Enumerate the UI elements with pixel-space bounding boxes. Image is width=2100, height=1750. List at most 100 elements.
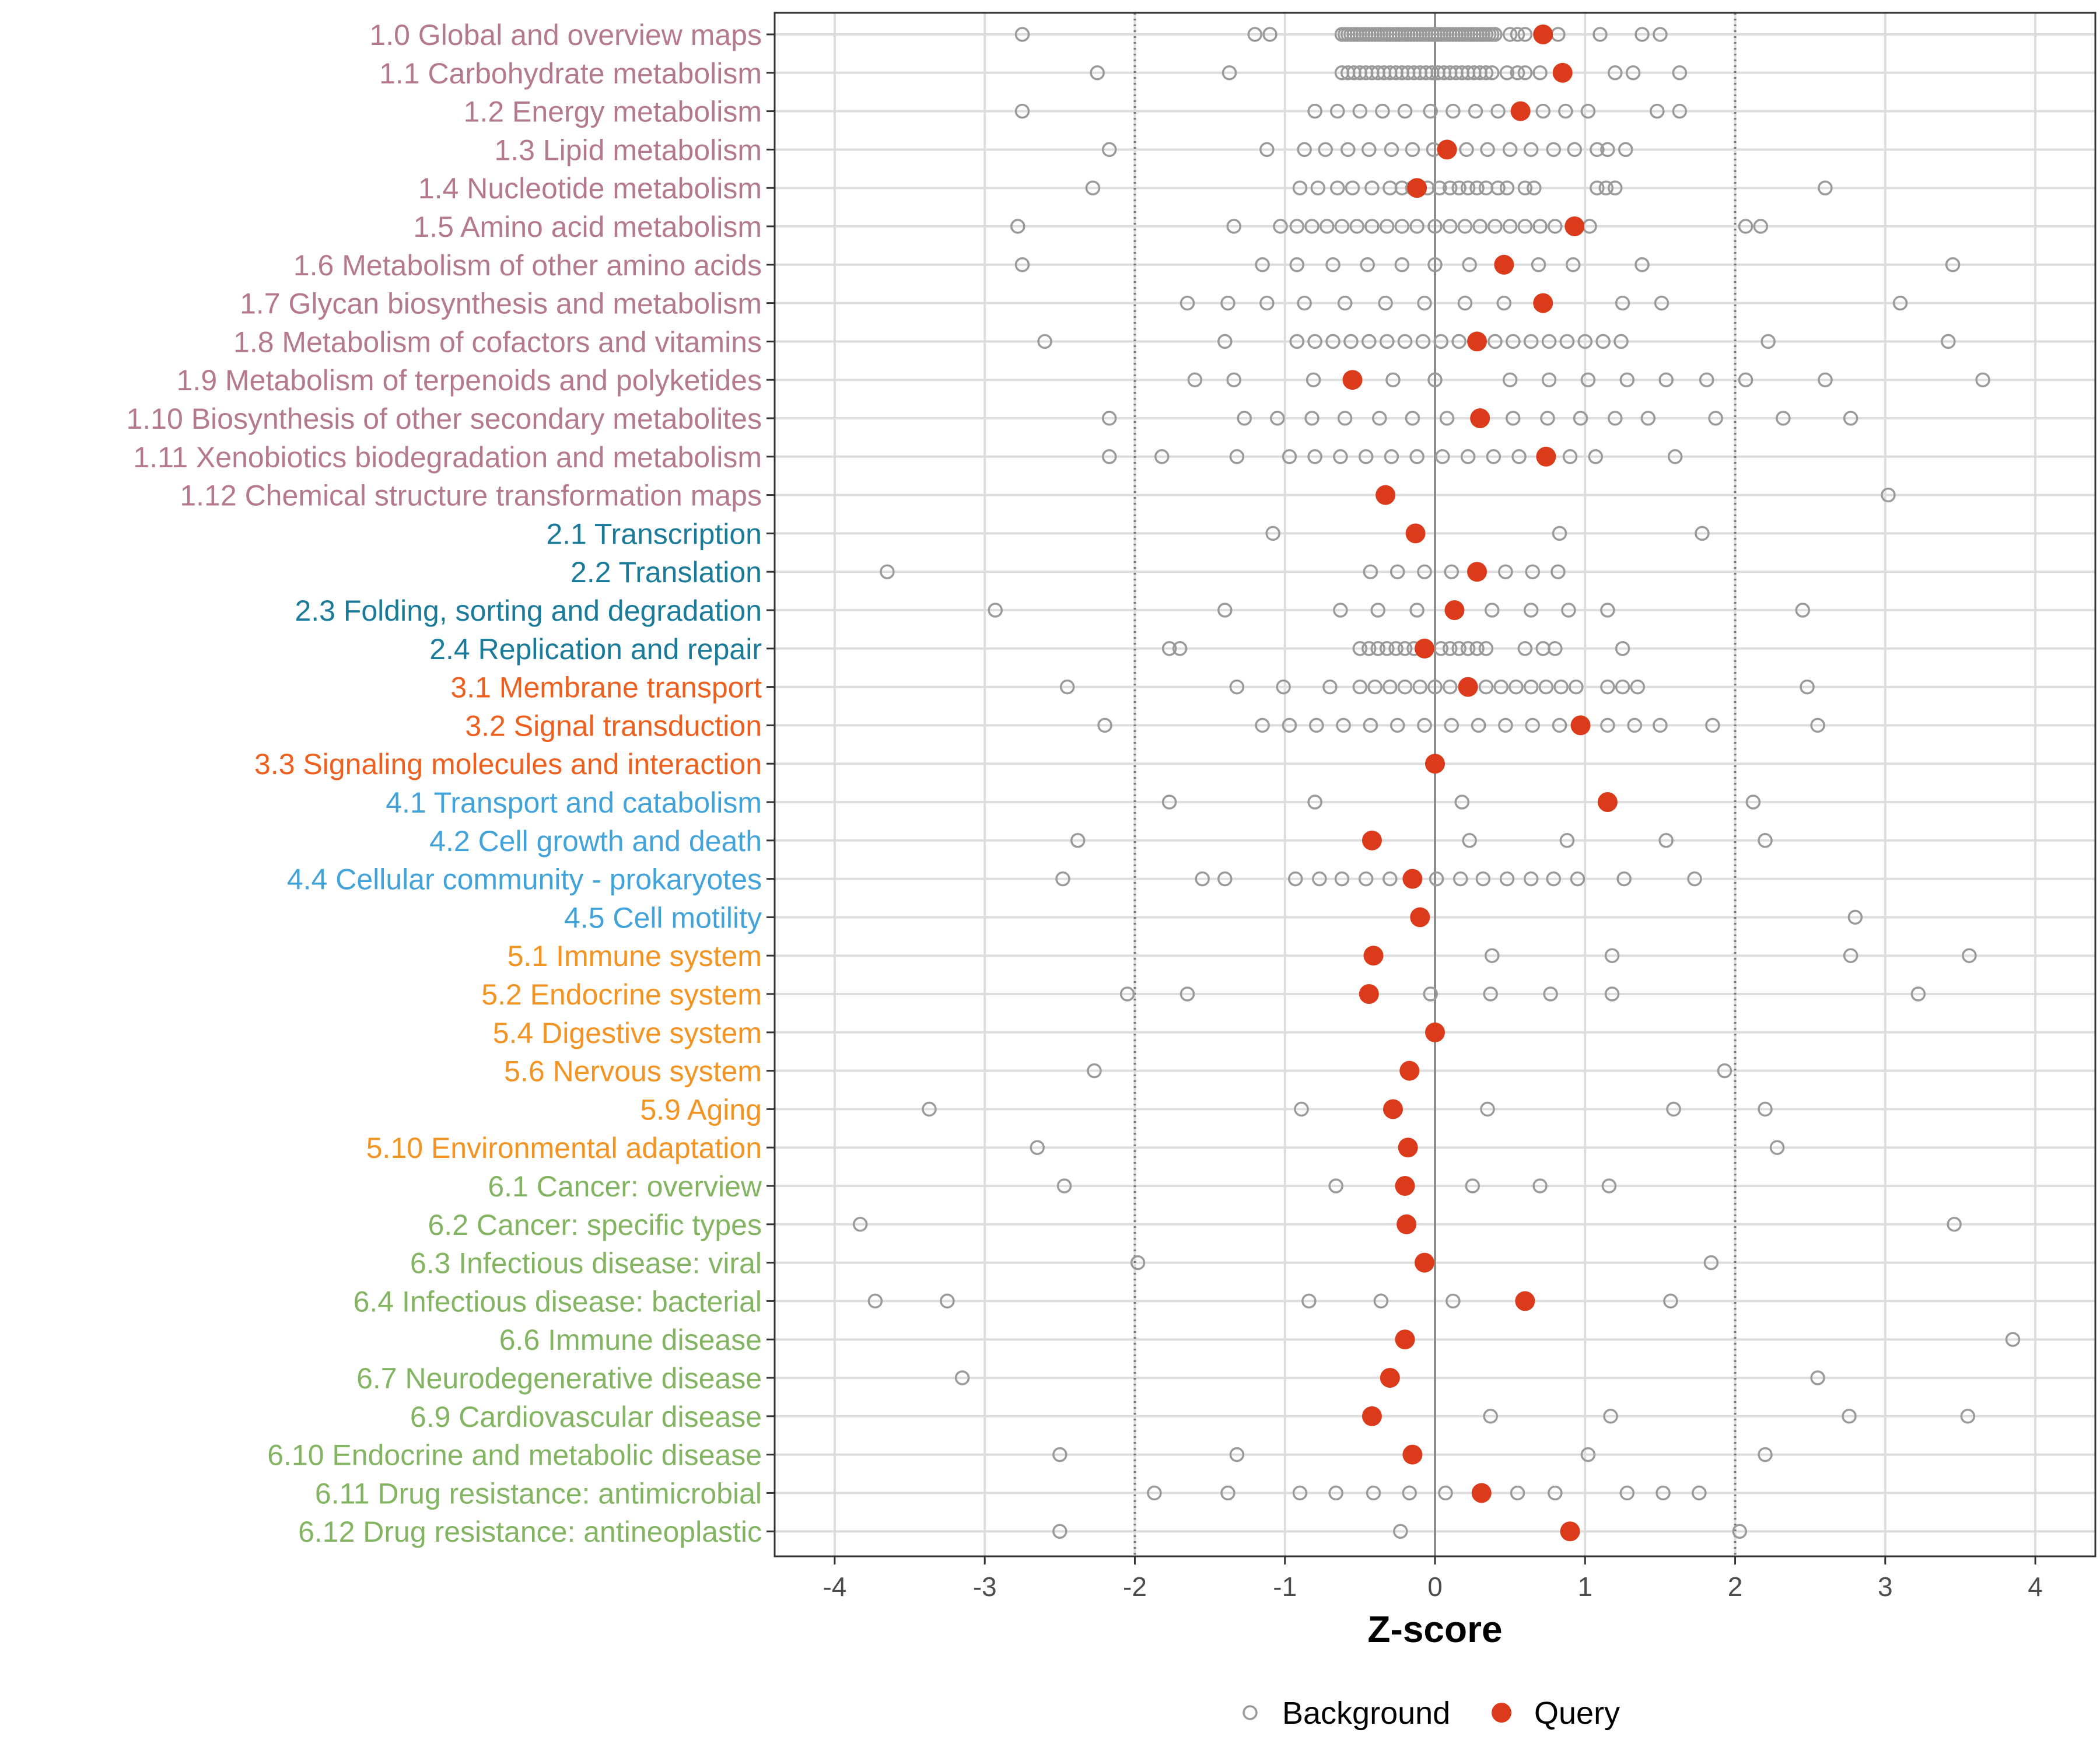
query-point — [1410, 907, 1430, 928]
background-point — [940, 1293, 955, 1309]
background-point — [1435, 449, 1450, 464]
query-point — [1425, 1022, 1445, 1042]
background-point — [1320, 219, 1335, 234]
background-point — [1517, 27, 1533, 42]
background-point — [1843, 948, 1859, 963]
background-point — [1945, 257, 1961, 272]
background-point — [1427, 372, 1443, 387]
background-point — [1475, 871, 1491, 887]
background-point — [1388, 641, 1404, 656]
category-label: 1.1 Carbohydrate metabolism — [379, 57, 762, 90]
background-point — [1379, 641, 1395, 656]
background-point — [1517, 219, 1533, 234]
background-point — [1217, 334, 1233, 349]
background-point — [1498, 564, 1513, 579]
category-label: 6.3 Infectious disease: viral — [410, 1247, 762, 1280]
background-point — [1442, 219, 1458, 234]
background-point — [1292, 1485, 1308, 1501]
background-point — [1265, 526, 1280, 541]
background-point — [1650, 103, 1665, 119]
background-point — [1409, 449, 1424, 464]
background-point — [1229, 449, 1245, 464]
background-point — [1457, 219, 1473, 234]
background-point — [1343, 334, 1359, 349]
background-point — [1502, 27, 1518, 42]
background-point — [1334, 219, 1350, 234]
background-point — [1607, 411, 1623, 426]
background-point — [1362, 142, 1377, 158]
background-point — [1226, 219, 1242, 234]
background-point — [1460, 449, 1476, 464]
background-point — [1409, 219, 1424, 234]
background-point — [1493, 679, 1508, 695]
background-point — [1180, 295, 1195, 311]
background-point — [1510, 1485, 1525, 1501]
background-point — [1478, 641, 1494, 656]
background-point — [1462, 257, 1477, 272]
background-point — [1615, 641, 1630, 656]
query-point — [1444, 600, 1465, 620]
background-point — [1363, 564, 1378, 579]
background-point — [1405, 142, 1420, 158]
background-point — [1220, 1485, 1236, 1501]
background-point — [1309, 718, 1324, 733]
background-point — [1569, 679, 1584, 695]
background-point — [1478, 679, 1494, 695]
background-point — [1446, 103, 1461, 119]
background-point — [1059, 679, 1075, 695]
background-point — [1465, 1178, 1480, 1194]
background-point — [1810, 1370, 1825, 1385]
background-point — [1334, 871, 1350, 887]
background-point — [1390, 718, 1405, 733]
background-point — [1417, 564, 1432, 579]
background-point — [867, 1293, 883, 1309]
background-point — [1810, 718, 1825, 733]
background-point — [1687, 871, 1702, 887]
query-point — [1382, 1099, 1403, 1119]
x-tick-label: 3 — [1878, 1572, 1893, 1602]
background-point — [1379, 334, 1395, 349]
background-point — [1336, 718, 1351, 733]
background-point — [1220, 295, 1236, 311]
background-point — [1472, 219, 1488, 234]
background-point — [1758, 833, 1773, 848]
background-point — [1552, 718, 1567, 733]
background-point — [1364, 180, 1380, 195]
background-point — [1180, 986, 1195, 1002]
category-label: 1.5 Amino acid metabolism — [413, 211, 762, 243]
background-point — [1630, 679, 1646, 695]
background-point — [1490, 103, 1506, 119]
background-point — [1600, 603, 1615, 618]
background-point — [1333, 603, 1348, 618]
background-point — [1276, 679, 1291, 695]
background-point — [1325, 257, 1340, 272]
background-point — [1510, 65, 1525, 80]
background-point — [1340, 142, 1356, 158]
background-point — [1541, 334, 1557, 349]
background-point — [1307, 103, 1322, 119]
background-point — [1287, 871, 1303, 887]
background-point — [1511, 449, 1527, 464]
query-point — [1407, 178, 1427, 198]
background-point — [1708, 411, 1723, 426]
background-point — [1760, 334, 1776, 349]
background-point — [1658, 833, 1674, 848]
query-point — [1467, 331, 1488, 352]
background-point — [1600, 679, 1615, 695]
background-point — [1758, 1447, 1773, 1462]
background-point — [1289, 257, 1305, 272]
background-point — [1525, 564, 1540, 579]
background-point — [1090, 65, 1105, 80]
background-point — [1385, 372, 1401, 387]
background-point — [1070, 833, 1086, 848]
category-label: 6.6 Immune disease — [499, 1324, 762, 1356]
background-point — [1653, 27, 1668, 42]
background-point — [1561, 603, 1576, 618]
background-point — [1538, 679, 1554, 695]
background-point — [1417, 718, 1432, 733]
category-label: 4.4 Cellular community - prokaryotes — [287, 863, 762, 896]
background-point — [1014, 257, 1030, 272]
background-point — [1101, 449, 1117, 464]
category-label: 1.6 Metabolism of other amino acids — [293, 249, 762, 282]
background-point — [1370, 603, 1385, 618]
